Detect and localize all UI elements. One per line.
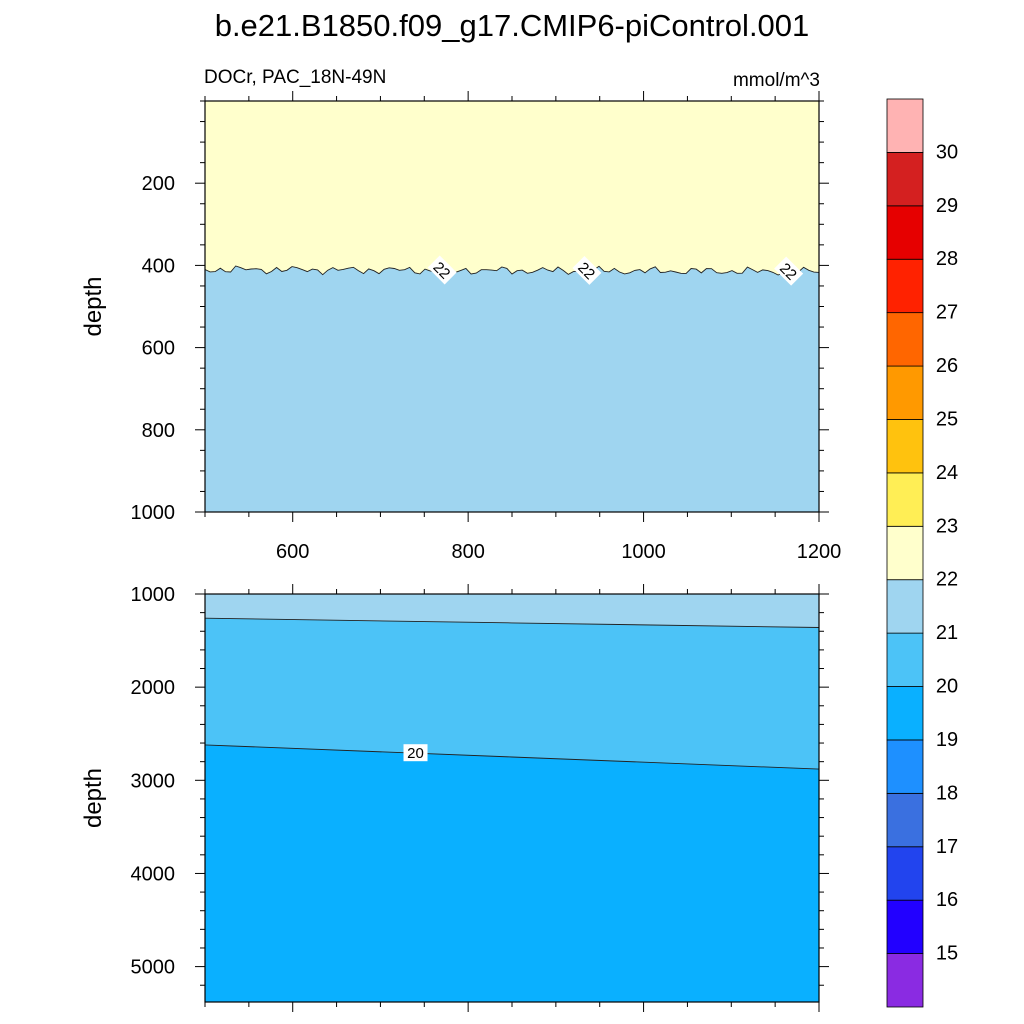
colorbar-box: [886, 953, 924, 1008]
colorbar-label: 28: [936, 248, 958, 270]
y-tick-label: 4000: [131, 863, 176, 885]
plot-area: 20: [205, 594, 819, 1002]
colorbar-label: 15: [936, 943, 958, 965]
colorbar-box: [886, 312, 924, 367]
region-19-20: [205, 744, 819, 1002]
x-tick-label: 1200: [797, 541, 842, 563]
colorbar-label: 24: [936, 462, 958, 484]
y-tick-label: 600: [142, 338, 175, 360]
y-tick-label: 400: [142, 255, 175, 277]
colorbar-label: 20: [936, 676, 958, 698]
colorbar-box: [886, 632, 924, 687]
contour-label-bg: [572, 255, 602, 285]
contour-label-20: 20: [403, 744, 428, 762]
y-axis-label: depth: [80, 768, 107, 828]
y-tick-label: 2000: [131, 677, 176, 699]
colorbar-box: [886, 258, 924, 314]
colorbar-box: [886, 419, 924, 474]
colorbar-label: 18: [936, 782, 958, 804]
contour-label-22: 22: [427, 255, 457, 285]
colorbar-label: 29: [936, 195, 958, 217]
plot-area: 22 22 22: [205, 101, 819, 512]
y-tick-label: 1000: [131, 584, 176, 606]
contour-label-bg: [427, 255, 457, 285]
colorbar-box: [886, 472, 924, 527]
region-21-22: [205, 266, 819, 512]
y-tick-label: 800: [142, 420, 175, 442]
colorbar-label: 23: [936, 515, 958, 537]
colorbar-label: 16: [936, 889, 958, 911]
colorbar-label: 26: [936, 355, 958, 377]
contour-line-20: [205, 744, 819, 770]
colorbar-box: [886, 792, 924, 848]
contour-label-22: 22: [774, 256, 804, 286]
contour-line-22: [205, 265, 819, 276]
contour-label-22: 22: [572, 255, 602, 285]
lower-panel: 20 1000 2000 3000 4000 5000 depth: [80, 584, 829, 1012]
colorbar-box: [886, 525, 924, 581]
y-tick-label: 1000: [131, 502, 176, 524]
colorbar-label: 25: [936, 408, 958, 430]
colorbar-label: 17: [936, 836, 958, 858]
x-tick-label: 600: [276, 541, 309, 563]
colorbar-box: [886, 365, 924, 420]
colorbar-box: [886, 98, 924, 153]
colorbar-box: [886, 739, 924, 794]
colorbar-label: 22: [936, 569, 958, 591]
colorbar-box: [886, 846, 924, 901]
colorbar: 15 16 17 18 19 20 21 22 23 24 25 26 27 28 29 30: [886, 98, 958, 1008]
y-tick-label: 5000: [131, 957, 176, 979]
colorbar-label: 19: [936, 729, 958, 751]
colorbar-box: [886, 899, 924, 954]
contour-line-21: [205, 617, 819, 628]
x-tick-label: 1000: [621, 541, 666, 563]
contour-label-bg: [774, 256, 804, 286]
y-tick-label: 200: [142, 173, 175, 195]
upper-panel: 22 22 22 600 800 1000 1200 200 400 600 800 1000 dept…: [80, 91, 841, 563]
x-tick-label: 800: [451, 541, 484, 563]
contour-label-text: 20: [407, 745, 424, 762]
colorbar-box: [886, 579, 924, 634]
contour-label-bg: [403, 744, 428, 762]
subtitle-left: DOCr, PAC_18N-49N: [204, 67, 386, 88]
chart-title: b.e21.B1850.f09_g17.CMIP6-piControl.001: [215, 8, 810, 43]
colorbar-label: 27: [936, 302, 958, 324]
subtitle-right: mmol/m^3: [733, 70, 820, 91]
colorbar-label: 21: [936, 622, 958, 644]
colorbar-box: [886, 152, 924, 207]
colorbar-box: [886, 205, 924, 260]
y-axis-label: depth: [80, 276, 107, 336]
colorbar-box: [886, 686, 924, 741]
colorbar-label: 30: [936, 141, 958, 163]
y-tick-label: 3000: [131, 770, 176, 792]
